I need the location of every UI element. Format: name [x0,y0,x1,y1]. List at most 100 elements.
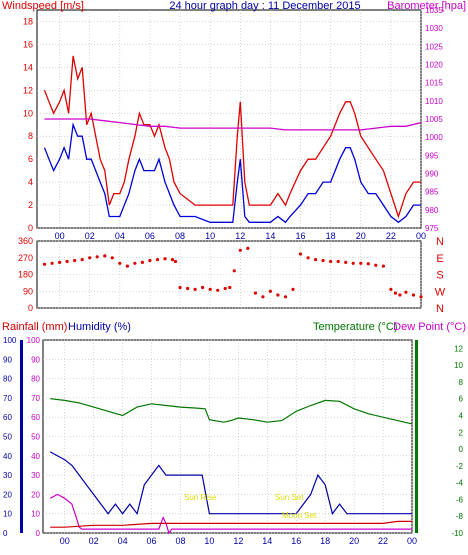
temperature-x-ticks: 00 02 04 06 08 10 12 14 16 18 20 22 00 [60,536,417,546]
celsius-tick-label: 4 [459,412,464,421]
direction-point [201,285,205,290]
compass-label: W [435,286,446,298]
direction-point [170,258,175,262]
direction-point [173,259,178,264]
barometer-tick-label: 985 [425,188,439,197]
barometer-tick-label: 1020 [425,61,443,70]
wind-y-ticks: 0 2 4 6 8 10 12 14 16 18 [23,16,33,233]
temperature-x-tick-label: 18 [320,536,330,546]
wind-x-tick-label: 00 [55,231,65,241]
direction-point [186,286,190,291]
direction-point [125,264,129,268]
direction-point [110,256,114,260]
percent-y-ticks: 0 0 10 10 20 20 30 30 40 40 50 50 60 60 70 70 80 80 90 90 10… [3,336,41,538]
direction-point [261,295,265,299]
direction-tick-label: 90 [23,286,33,296]
celsius-tick-label: -6 [456,495,464,504]
direction-tick-label: 0 [28,303,33,313]
temperature-x-tick-label: 00 [407,536,417,546]
direction-point [50,261,54,265]
temperature-x-tick-label: 20 [349,536,359,546]
wind-tick-label: 8 [28,131,33,141]
wind-tick-label: 14 [23,62,33,72]
humidity-tick-label: 70 [31,394,40,403]
temperature-line [50,398,413,425]
direction-point [276,293,280,297]
direction-point [133,261,137,265]
percent-tick-label: 0 [3,529,8,538]
direction-point [419,295,423,299]
wind-x-tick-label: 04 [115,231,125,241]
celsius-tick-label: -10 [451,529,463,538]
direction-point [298,252,303,256]
celsius-y-ticks: -10 -8 -6 -4 -2 0 2 4 6 8 10 12 [451,344,463,538]
wind-tick-label: 10 [23,108,33,118]
wind-tick-label: 4 [28,177,33,187]
direction-point [253,291,257,295]
wind-x-tick-label: 06 [145,231,155,241]
barometer-tick-label: 1010 [425,97,443,106]
humidity-line [49,493,412,535]
celsius-tick-label: -2 [456,462,464,471]
compass-label: N [436,303,444,315]
wind-tick-label: 0 [28,223,33,233]
direction-point [291,287,295,291]
direction-point [163,257,167,261]
celsius-tick-label: 8 [459,378,464,387]
chart-title: 24 hour graph day : 11 December 2015 [169,0,360,12]
right-axis-bar [415,340,418,533]
percent-tick-label: 50 [3,433,12,442]
dewpoint-line [49,451,412,516]
humidity-tick-label: 0 [36,529,41,538]
humidity-tick-label: 40 [31,452,40,461]
barometer-tick-label: 1015 [425,79,443,88]
direction-point [314,258,318,262]
barometer-tick-label: 995 [425,151,439,160]
sun-set-label: Sun Set [275,493,304,502]
temperature-x-tick-label: 12 [233,536,243,546]
direction-point [374,263,378,267]
percent-tick-label: 100 [3,336,17,345]
direction-point [232,269,236,273]
temperature-axis-label: Temperature (°C) [313,321,397,333]
celsius-tick-label: -4 [456,479,464,488]
barometer-y-ticks: 975 980 985 990 995 1000 1005 1010 1015 1020 1025 1… [425,6,443,233]
percent-tick-label: 60 [3,413,12,422]
direction-point [366,262,370,266]
humidity-tick-label: 30 [31,471,40,480]
temperature-plot-frame [42,339,413,534]
direction-point [306,256,310,260]
direction-point [228,285,232,290]
barometer-tick-label: 990 [425,170,439,179]
direction-point [103,254,107,258]
temperature-grid [43,339,413,534]
percent-tick-label: 40 [3,452,12,461]
avg-line [43,122,421,224]
direction-point [73,258,77,263]
left-axis-bar [20,340,23,533]
direction-point [389,287,393,291]
wind-x-tick-label: 16 [296,231,306,241]
wind-x-tick-label: 00 [416,231,426,241]
percent-tick-label: 90 [3,355,12,364]
direction-point [193,287,197,291]
barometer-line [44,118,422,131]
wind-x-tick-label: 18 [326,231,336,241]
direction-point [58,260,62,264]
direction-tick-label: 270 [18,253,33,263]
direction-point [246,246,250,250]
direction-point [321,258,325,263]
direction-point [351,261,355,265]
wind-grid [37,10,422,229]
direction-point [393,291,397,295]
temperature-x-tick-label: 06 [147,536,157,546]
direction-point [344,260,348,264]
celsius-tick-label: 12 [454,344,463,353]
direction-point [329,259,333,264]
wind-tick-label: 2 [28,200,33,210]
direction-point [238,248,242,252]
